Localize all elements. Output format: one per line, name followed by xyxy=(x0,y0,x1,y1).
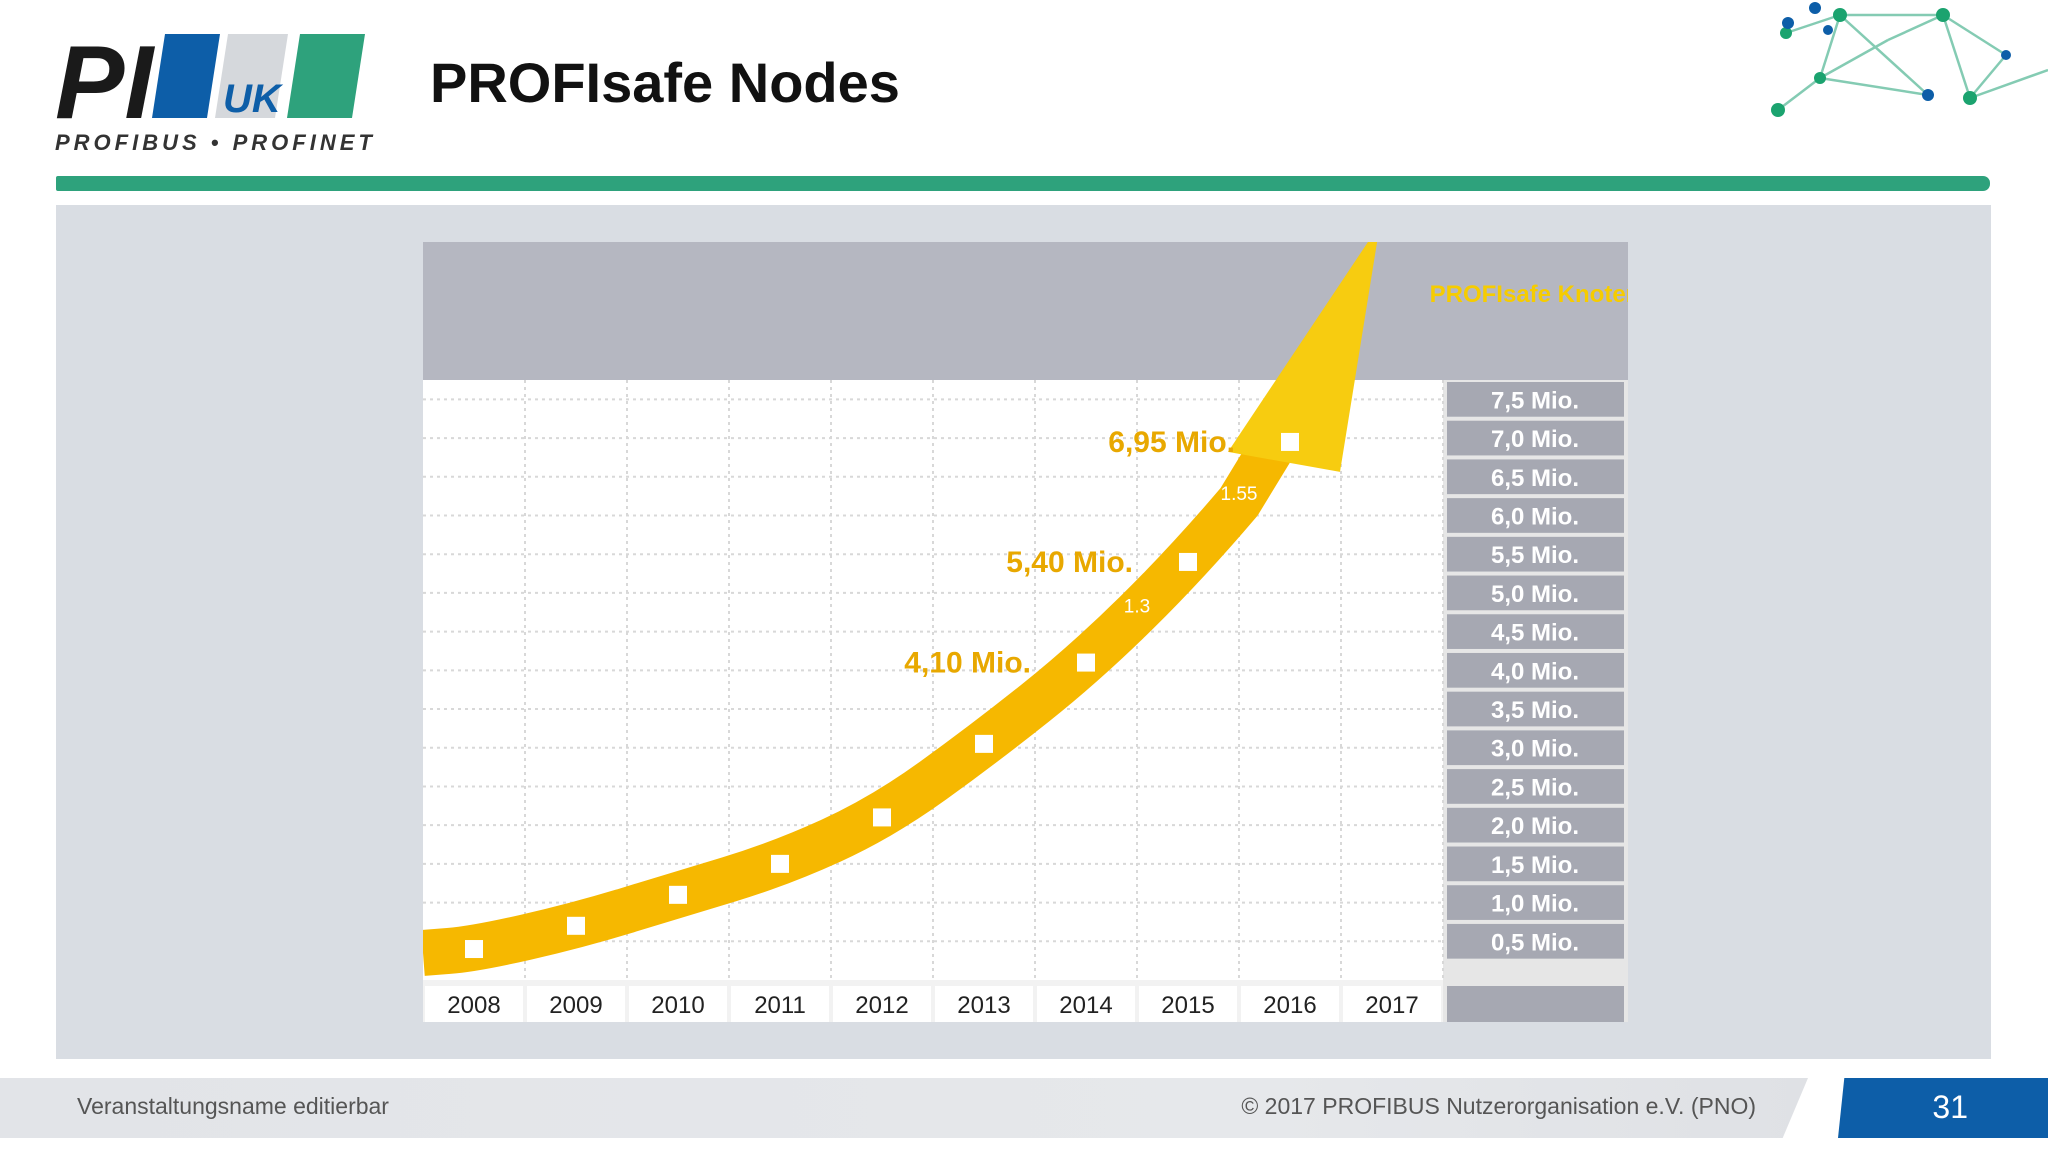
y-tick-label: 3,0 Mio. xyxy=(1491,736,1579,763)
x-tick-label: 2014 xyxy=(1059,992,1112,1019)
x-tick-label: 2010 xyxy=(651,992,704,1019)
y-tick-label: 7,5 Mio. xyxy=(1491,387,1579,414)
y-tick-label: 5,5 Mio. xyxy=(1491,542,1579,569)
logo-pi-text: PI xyxy=(55,30,155,141)
data-point-marker xyxy=(1281,432,1299,451)
data-labels: 4,10 Mio. 5,40 Mio. 6,95 Mio. 1.3 1.55 xyxy=(904,426,1257,680)
footer-event-name: Veranstaltungsname editierbar xyxy=(77,1093,389,1119)
y-tick-label: 4,0 Mio. xyxy=(1491,658,1579,685)
y-tick-label: 4,5 Mio. xyxy=(1491,620,1579,647)
y-tick-label: 2,0 Mio. xyxy=(1491,813,1579,840)
y-label-box xyxy=(1447,575,1624,611)
x-tick-label: 2011 xyxy=(754,992,806,1019)
y-label-box xyxy=(1447,459,1624,495)
page-number: 31 xyxy=(1932,1089,1968,1125)
data-point-marker xyxy=(1077,653,1095,672)
y-tick-label: 6,0 Mio. xyxy=(1491,503,1579,530)
x-tick-label: 2016 xyxy=(1263,992,1316,1019)
logo-uk-badge: UK xyxy=(223,77,284,121)
y-label-box xyxy=(1447,614,1624,649)
data-label: 4,10 Mio. xyxy=(904,647,1031,680)
x-label-box xyxy=(833,986,931,1022)
x-label-box xyxy=(1037,986,1135,1022)
data-label: 5,40 Mio. xyxy=(1006,546,1133,579)
y-tick-label: 5,0 Mio. xyxy=(1491,581,1579,608)
x-label-box xyxy=(629,986,727,1022)
arrow-head xyxy=(1228,242,1378,472)
page-title: PROFIsafe Nodes xyxy=(430,51,900,114)
y-label-box xyxy=(1447,652,1624,688)
y-tick-label: 1,0 Mio. xyxy=(1491,891,1579,918)
y-label-box xyxy=(1447,382,1624,417)
logo-grey-block xyxy=(215,34,288,118)
x-axis-labels: 2008 2009 2010 2011 2012 2013 2014 2015 2016 2017 xyxy=(425,986,1624,1022)
y-tick-label: 7,0 Mio. xyxy=(1491,426,1579,453)
arrow-band xyxy=(423,389,1320,976)
data-point-marker xyxy=(975,734,993,753)
x-label-corner xyxy=(1447,986,1624,1022)
y-axis-labels: 7,5 Mio. 7,0 Mio. 6,5 Mio. 6,0 Mio. 5,5 Mio.… xyxy=(1447,382,1624,959)
logo-tagline: PROFIBUS • PROFINET xyxy=(55,130,375,155)
y-tick-label: 0,5 Mio. xyxy=(1491,929,1579,956)
y-tick-label: 3,5 Mio. xyxy=(1491,697,1579,724)
y-label-box xyxy=(1447,807,1624,843)
x-tick-label: 2008 xyxy=(447,992,500,1019)
data-point-marker xyxy=(771,854,789,873)
x-label-box xyxy=(731,986,829,1022)
y-label-box xyxy=(1447,923,1624,959)
y-tick-label: 1,5 Mio. xyxy=(1491,852,1579,879)
x-tick-label: 2013 xyxy=(957,992,1010,1019)
y-label-box xyxy=(1447,498,1624,533)
y-tick-label: 2,5 Mio. xyxy=(1491,774,1579,801)
plot-area xyxy=(423,380,1443,980)
data-point-marker xyxy=(669,885,687,904)
x-tick-label: 2017 xyxy=(1365,992,1418,1019)
pi-logo-mark: PI UK PROFIBUS • PROFINET xyxy=(55,25,375,155)
data-point-marker xyxy=(465,940,483,959)
chart-legend-title: PROFIsafe Knoten xyxy=(1430,281,1628,308)
data-label: 6,95 Mio. xyxy=(1108,426,1235,459)
x-tick-label: 2015 xyxy=(1161,992,1214,1019)
increment-label: 1.3 xyxy=(1124,596,1150,617)
chart-svg: 7,5 Mio. 7,0 Mio. 6,5 Mio. 6,0 Mio. 5,5 Mio.… xyxy=(423,242,1628,1022)
footer-bar xyxy=(0,1078,1808,1138)
y-label-box xyxy=(1447,420,1624,456)
page-number-tab xyxy=(1838,1078,2048,1138)
pi-uk-logo: PI UK PROFIBUS • PROFINET xyxy=(55,25,375,158)
growth-arrow xyxy=(423,242,1378,976)
profisafe-growth-chart: 7,5 Mio. 7,0 Mio. 6,5 Mio. 6,0 Mio. 5,5 Mio.… xyxy=(423,242,1628,1022)
x-tick-label: 2009 xyxy=(549,992,602,1019)
y-label-box xyxy=(1447,536,1624,572)
x-label-box xyxy=(425,986,523,1022)
data-points xyxy=(465,432,1299,959)
x-tick-label: 2012 xyxy=(855,992,908,1019)
x-label-box xyxy=(1343,986,1441,1022)
network-graphic xyxy=(1758,0,2048,130)
data-point-marker xyxy=(567,916,585,935)
increment-label: 1.55 xyxy=(1221,484,1258,505)
x-label-box xyxy=(1139,986,1237,1022)
logo-blue-block xyxy=(152,34,220,118)
chart-header-band xyxy=(423,242,1628,380)
x-label-box xyxy=(527,986,625,1022)
x-label-box xyxy=(935,986,1033,1022)
data-point-marker xyxy=(873,808,891,827)
footer-copyright: © 2017 PROFIBUS Nutzerorganisation e.V. … xyxy=(1241,1093,1756,1119)
data-point-marker xyxy=(1179,552,1197,571)
logo-green-block xyxy=(287,34,365,118)
x-label-box xyxy=(1241,986,1339,1022)
y-label-box xyxy=(1447,730,1624,766)
y-label-box xyxy=(1447,846,1624,882)
y-label-box xyxy=(1447,885,1624,920)
y-label-box xyxy=(1447,691,1624,727)
y-tick-label: 6,5 Mio. xyxy=(1491,465,1579,492)
y-label-box xyxy=(1447,769,1624,804)
header-divider xyxy=(56,176,1990,191)
